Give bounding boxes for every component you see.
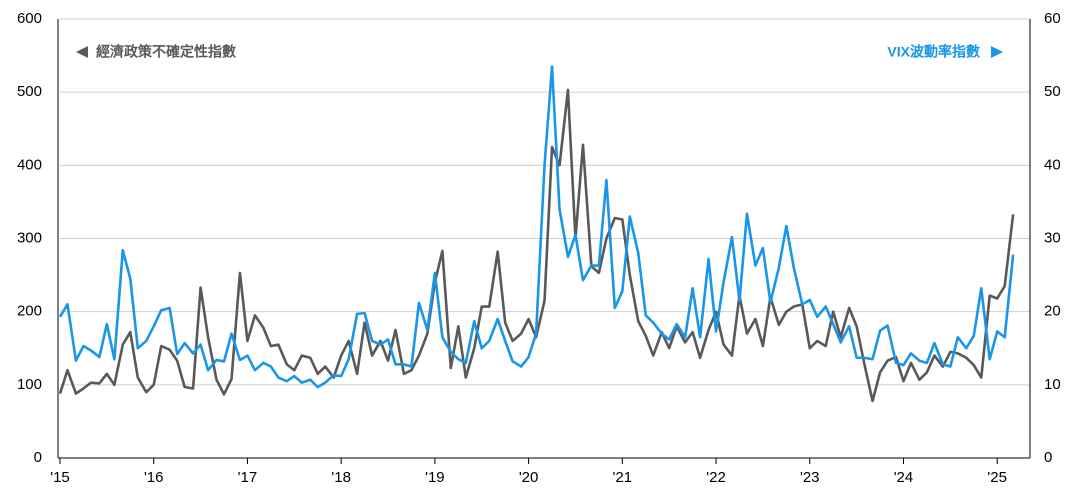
y2-tick-label: 50 <box>1044 83 1061 100</box>
x-tick-label: '18 <box>331 469 351 486</box>
legend-label: 經濟政策不確定性指數 <box>96 44 236 60</box>
x-tick-label: '15 <box>50 469 70 486</box>
x-tick-label: '21 <box>613 469 633 486</box>
x-tick-label: '19 <box>425 469 445 486</box>
series-line <box>58 65 1015 389</box>
y-tick-label: 500 <box>17 83 42 100</box>
x-tick-label: '25 <box>987 469 1007 486</box>
y-tick-label: 0 <box>34 449 42 466</box>
legend-label: VIX波動率指數 <box>887 44 980 60</box>
y2-tick-label: 60 <box>1044 10 1061 27</box>
y-tick-label: 400 <box>17 156 42 173</box>
x-tick-label: '20 <box>519 469 539 486</box>
legend-arrow <box>76 46 88 58</box>
x-tick-label: '24 <box>894 469 914 486</box>
x-tick-label: '22 <box>706 469 726 486</box>
x-tick-label: '16 <box>144 469 164 486</box>
x-tick-label: '23 <box>800 469 820 486</box>
y-tick-label: 200 <box>17 303 42 320</box>
y-tick-label: 100 <box>17 376 42 393</box>
legend-arrow <box>991 46 1003 58</box>
y2-tick-label: 0 <box>1044 449 1052 466</box>
y-tick-label: 600 <box>17 10 42 27</box>
y2-tick-label: 30 <box>1044 229 1061 246</box>
y2-tick-label: 20 <box>1044 303 1061 320</box>
y2-tick-label: 10 <box>1044 376 1061 393</box>
y2-tick-label: 40 <box>1044 156 1061 173</box>
y-tick-label: 300 <box>17 229 42 246</box>
x-tick-label: '17 <box>238 469 258 486</box>
